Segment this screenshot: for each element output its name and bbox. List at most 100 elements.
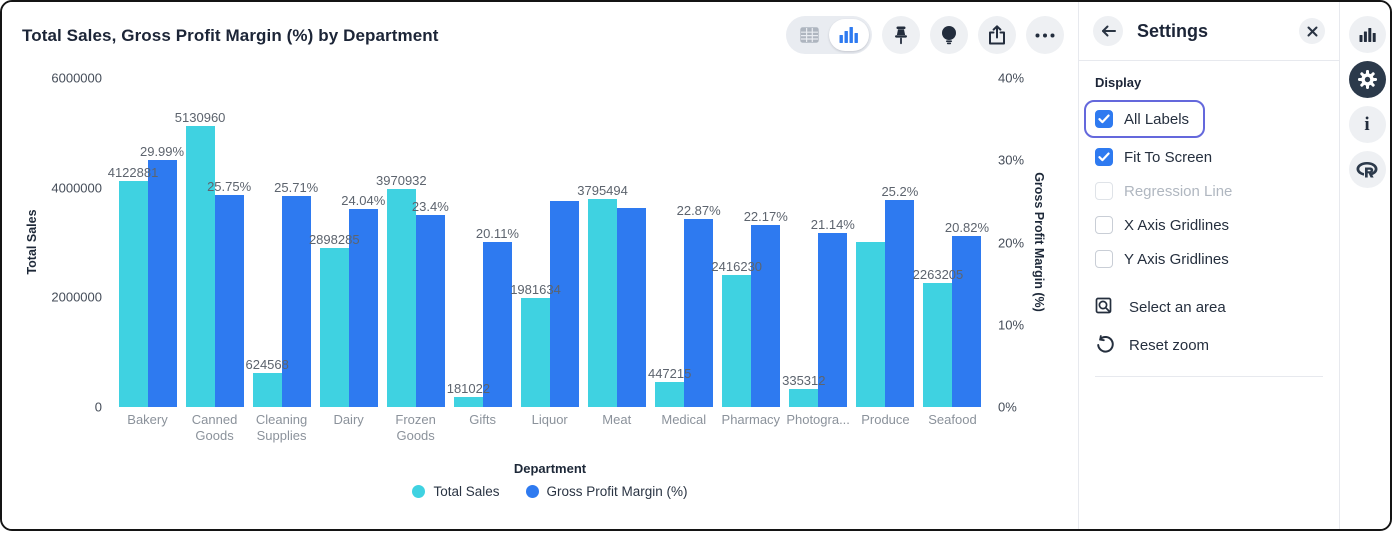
chart-view-button[interactable] (829, 19, 869, 51)
view-toggle (786, 16, 872, 54)
y-axis-right-tick: 30% (998, 152, 1025, 168)
y-axis-right-tick: 20% (998, 235, 1025, 250)
x-axis-category-label: Medical (661, 412, 707, 427)
rail-chart-button[interactable] (1348, 16, 1386, 53)
bar[interactable]: 24.04% (341, 193, 385, 407)
bar[interactable]: 3795494 (577, 183, 628, 407)
chart-card: Total Sales, Gross Profit Margin (%) by … (2, 2, 1079, 529)
bar[interactable]: 447215 (648, 366, 691, 407)
bar[interactable]: 1981634 (510, 282, 561, 407)
rail-info-button[interactable]: i (1348, 106, 1386, 143)
bar[interactable]: 25.71% (274, 180, 318, 407)
bar[interactable]: 29.99% (140, 144, 184, 407)
legend-label: Total Sales (433, 484, 500, 499)
x-axis-category-label: Meat (602, 412, 632, 427)
bar-group: 4122881 29.99% (108, 78, 184, 407)
bar[interactable]: 22.87% (677, 203, 721, 407)
rail-r-button[interactable] (1348, 151, 1386, 188)
r-logo-icon (1355, 160, 1379, 180)
x-axis-category-label: Seafood (928, 412, 977, 427)
bar[interactable]: 2898285 (309, 232, 360, 407)
bar-chart-view-icon (839, 27, 859, 43)
checkbox-y-axis-gridlines[interactable]: Y Axis Gridlines (1095, 242, 1323, 276)
share-button[interactable] (978, 16, 1016, 54)
legend-item[interactable]: Total Sales (412, 484, 500, 499)
bar[interactable]: 2263205 (913, 267, 963, 407)
checkbox-all-labels[interactable]: All Labels (1095, 104, 1189, 134)
y-axis-left-tick: 0 (94, 399, 102, 415)
bar[interactable]: 335312 (782, 373, 826, 407)
bar[interactable]: 2416230 (711, 259, 762, 407)
bar[interactable]: 22.17% (744, 209, 788, 407)
bar[interactable]: 25.2% (881, 184, 918, 407)
rail-settings-button[interactable] (1348, 61, 1386, 98)
share-icon (988, 25, 1006, 45)
insights-button[interactable] (930, 16, 968, 54)
bar-group: 335312 21.14% (782, 78, 855, 407)
checkbox-regression-line: Regression Line (1095, 174, 1323, 208)
table-view-button[interactable] (789, 19, 829, 51)
select-an-area-button[interactable]: Select an area (1095, 288, 1323, 326)
settings-title: Settings (1137, 20, 1209, 41)
pin-button[interactable] (882, 16, 920, 54)
bar[interactable]: 3970932 (376, 173, 427, 407)
bar[interactable]: 21.14% (811, 217, 855, 407)
x-axis-category-label: Canned Goods (191, 412, 238, 444)
bar-value-label: 20.82% (944, 220, 990, 235)
divider (1095, 376, 1323, 377)
action-label: Reset zoom (1129, 336, 1210, 354)
bar[interactable]: 181022 (447, 381, 490, 407)
bar[interactable]: 4122881 (108, 165, 158, 407)
checkbox-fit-to-screen[interactable]: Fit To Screen (1095, 140, 1323, 174)
checkbox-label: Y Axis Gridlines (1124, 250, 1229, 268)
checkbox-label: Regression Line (1124, 182, 1233, 200)
x-axis-category-label: Cleaning Supplies (255, 412, 308, 444)
bar[interactable]: 5130960 (175, 110, 225, 407)
bar-value-label: 2898285 (308, 232, 360, 247)
display-section-label: Display (1095, 75, 1142, 90)
ellipsis-icon (1035, 33, 1055, 38)
table-view-icon (799, 27, 819, 43)
checkbox-x-axis-gridlines[interactable]: X Axis Gridlines (1095, 208, 1323, 242)
bar[interactable]: 25.75% (207, 179, 251, 407)
bar[interactable]: 624568 (245, 357, 289, 407)
bar[interactable] (617, 208, 647, 407)
bar-value-label: 4122881 (107, 165, 159, 180)
bar[interactable] (550, 201, 579, 407)
more-button[interactable] (1026, 16, 1064, 54)
bar-group: 447215 22.87% (648, 78, 721, 407)
bar[interactable]: 20.82% (945, 220, 989, 407)
x-axis-category-label: Liquor (531, 412, 568, 427)
bar[interactable]: 23.4% (412, 199, 449, 407)
select-area-icon (1095, 297, 1115, 317)
bar-plot[interactable]: 4122881 29.99% 5130960 25.75% 624568 25.71% 28… (108, 78, 989, 407)
bar-group: 181022 20.11% (447, 78, 519, 407)
close-button[interactable] (1299, 18, 1325, 44)
checkbox-checked-icon (1095, 110, 1113, 128)
legend-item[interactable]: Gross Profit Margin (%) (525, 484, 688, 499)
gear-icon (1357, 69, 1378, 90)
legend-dot-icon (525, 485, 539, 498)
bar-group: 3795494 (577, 78, 651, 407)
checkbox-unchecked-icon (1095, 216, 1113, 234)
bar-group: 5130960 25.75% (175, 78, 251, 407)
bar-value-label: 22.17% (743, 209, 788, 224)
y-axis-left-tick: 6000000 (51, 70, 102, 86)
back-button[interactable] (1093, 16, 1123, 46)
checkbox-label: Fit To Screen (1124, 148, 1213, 166)
lightbulb-icon (940, 25, 958, 45)
bar[interactable]: 20.11% (476, 226, 519, 407)
bar-group: 2263205 20.82% (913, 78, 989, 407)
chart-toolbar (786, 16, 1064, 54)
bar[interactable] (856, 242, 886, 407)
y-axis-right-tick: 40% (998, 70, 1025, 86)
y-axis-left-tick: 4000000 (51, 180, 102, 196)
checkbox-label: X Axis Gridlines (1124, 216, 1230, 234)
x-axis-category-label: Frozen Goods (395, 412, 436, 444)
y-axis-left-tick: 2000000 (51, 289, 102, 305)
y-axis-right-tick: 10% (998, 317, 1025, 333)
close-icon (1307, 26, 1318, 37)
reset-zoom-button[interactable]: Reset zoom (1095, 326, 1323, 364)
bar-value-label: 22.87% (676, 203, 721, 218)
